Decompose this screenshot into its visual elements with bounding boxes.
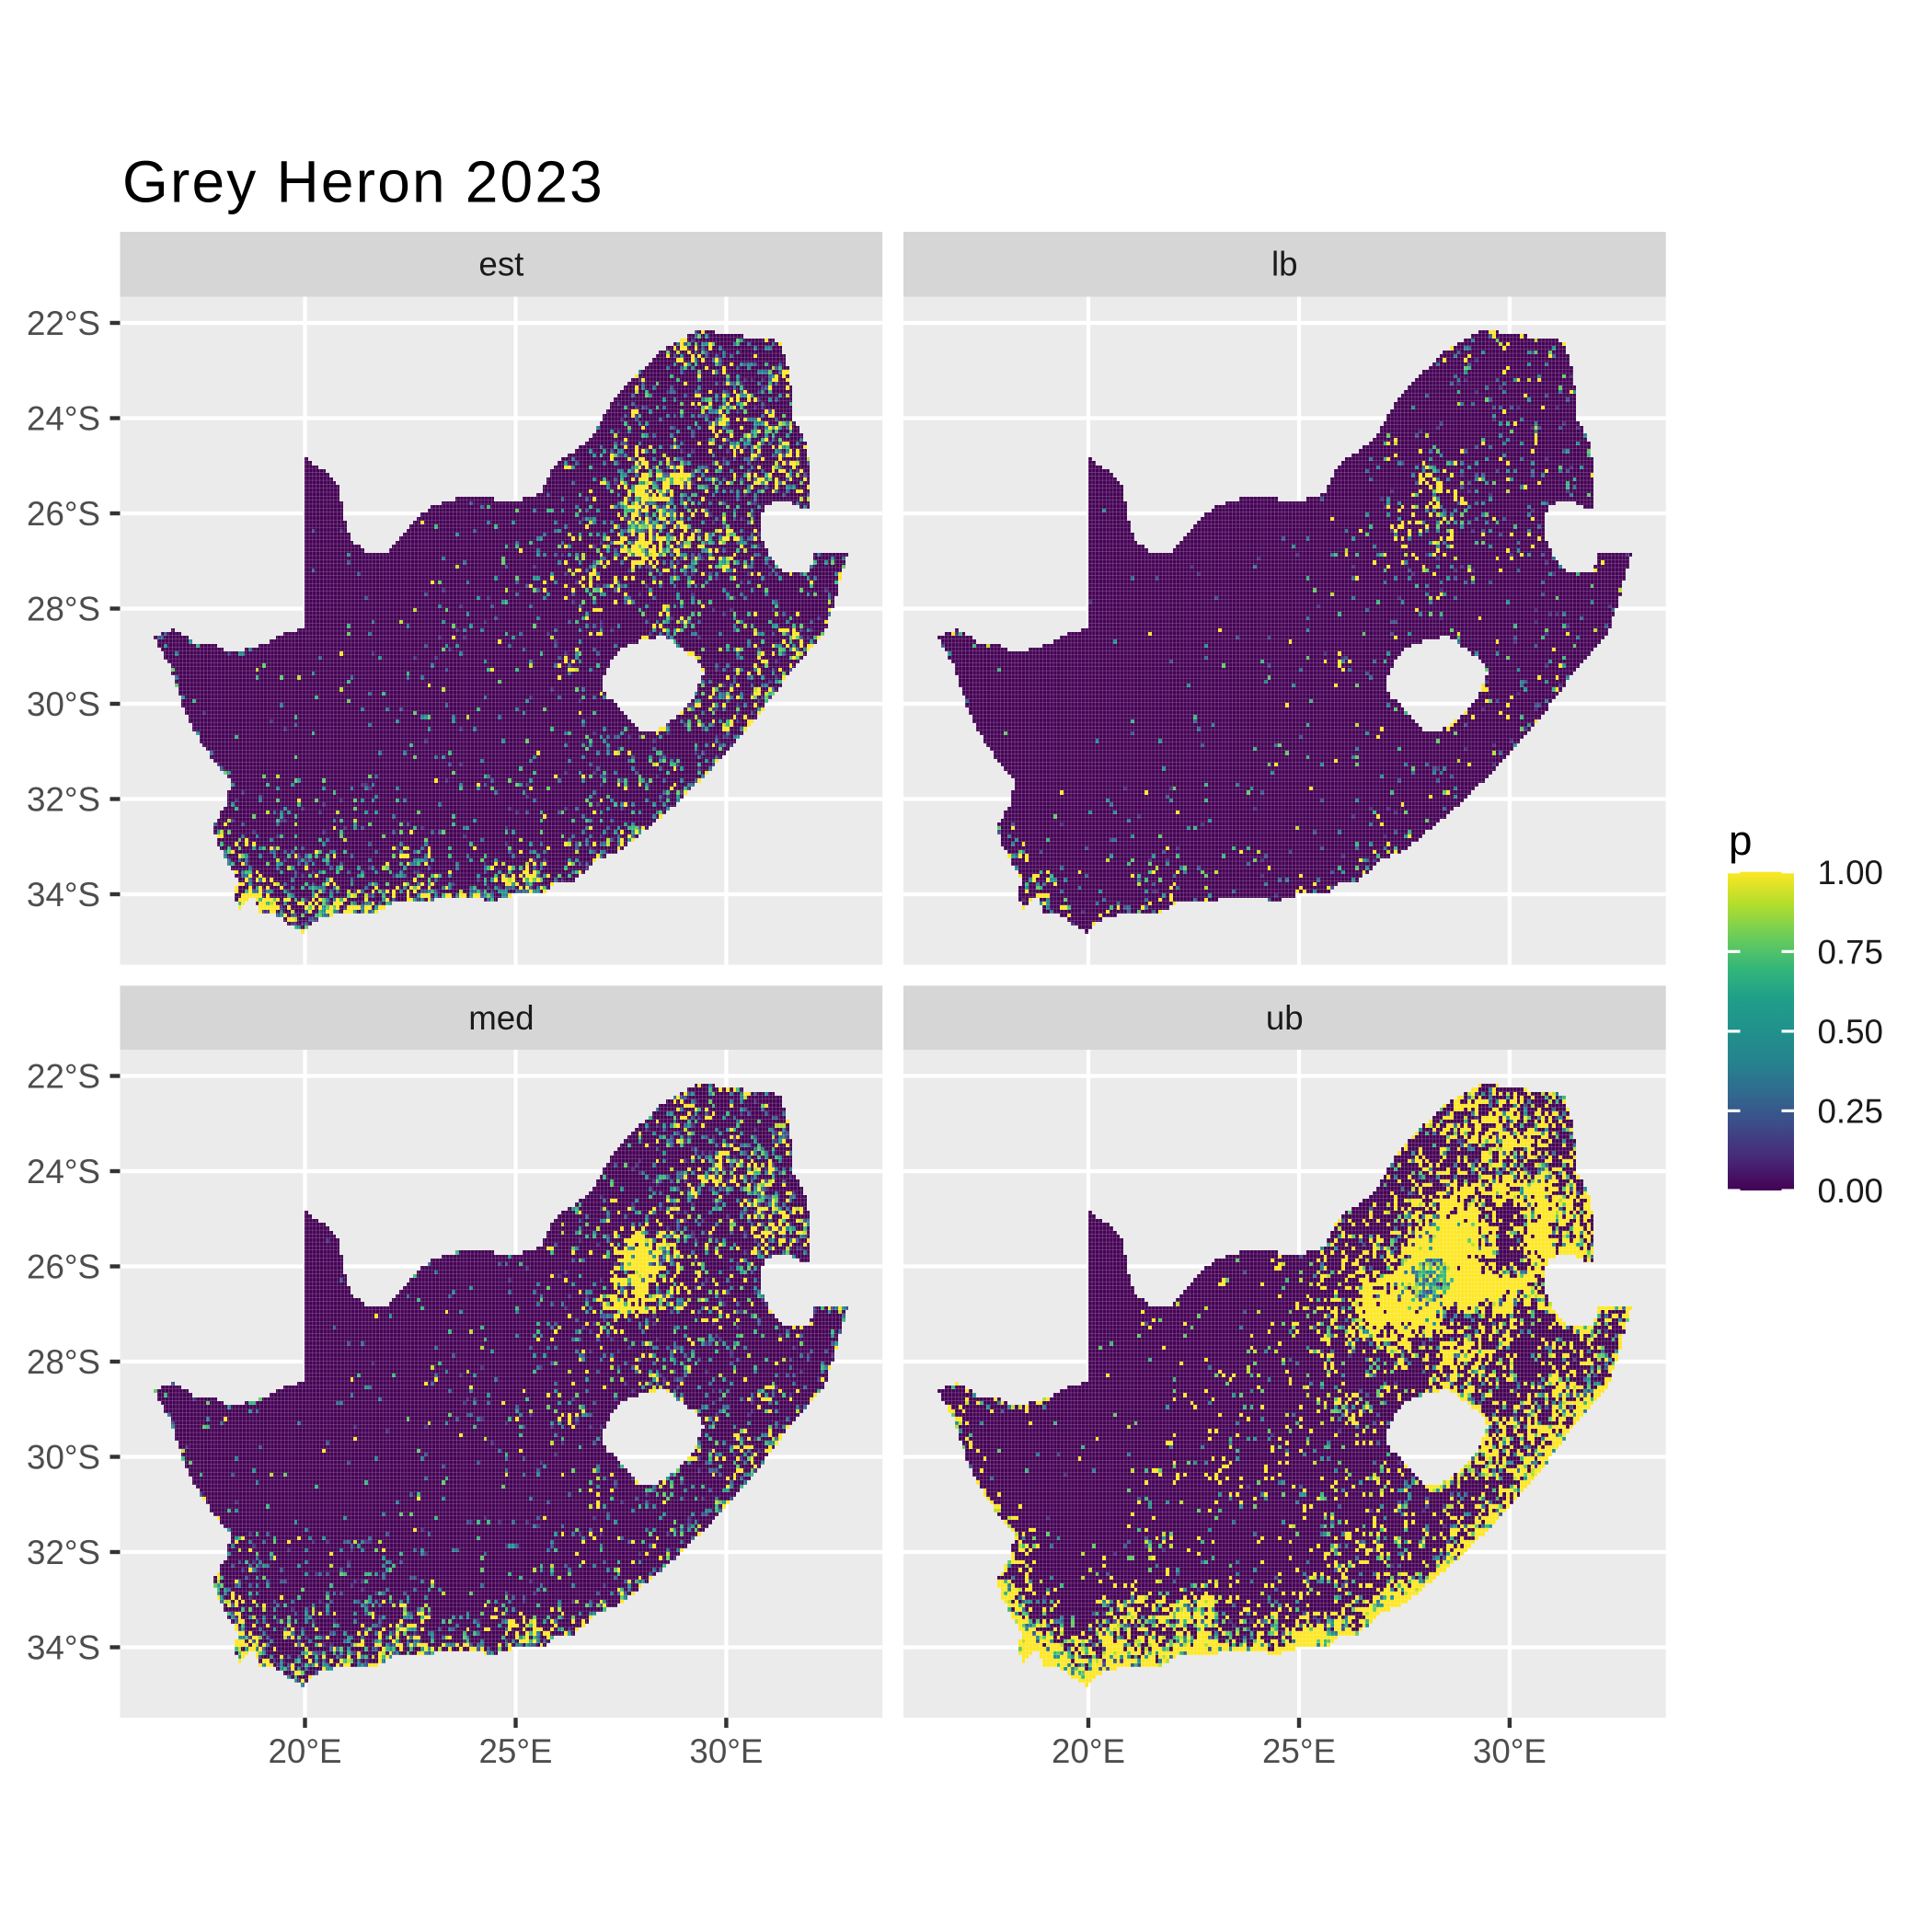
svg-text:26°S: 26°S [27, 495, 100, 533]
svg-text:30°E: 30°E [1473, 1732, 1547, 1770]
svg-text:34°S: 34°S [27, 1629, 100, 1667]
svg-text:26°S: 26°S [27, 1248, 100, 1286]
svg-text:0.00: 0.00 [1818, 1172, 1883, 1210]
svg-text:32°S: 32°S [27, 1534, 100, 1571]
svg-text:34°S: 34°S [27, 876, 100, 914]
svg-text:Grey Heron 2023: Grey Heron 2023 [122, 149, 604, 215]
svg-text:24°S: 24°S [27, 1153, 100, 1190]
svg-text:20°E: 20°E [269, 1732, 342, 1770]
svg-text:28°S: 28°S [27, 1343, 100, 1381]
svg-text:est: est [478, 246, 523, 283]
svg-text:med: med [468, 999, 534, 1037]
svg-text:30°S: 30°S [27, 1439, 100, 1477]
svg-text:0.75: 0.75 [1818, 934, 1883, 972]
svg-text:28°S: 28°S [27, 591, 100, 628]
svg-text:p: p [1729, 817, 1752, 864]
svg-text:30°S: 30°S [27, 685, 100, 723]
svg-text:22°S: 22°S [27, 1058, 100, 1096]
svg-text:24°S: 24°S [27, 400, 100, 438]
svg-text:20°E: 20°E [1052, 1732, 1125, 1770]
svg-text:ub: ub [1266, 999, 1304, 1037]
svg-text:lb: lb [1271, 246, 1298, 283]
svg-text:25°E: 25°E [1262, 1732, 1336, 1770]
svg-text:30°E: 30°E [689, 1732, 763, 1770]
svg-text:32°S: 32°S [27, 781, 100, 819]
svg-text:0.25: 0.25 [1818, 1093, 1883, 1131]
svg-text:1.00: 1.00 [1818, 854, 1883, 891]
svg-text:22°S: 22°S [27, 305, 100, 342]
svg-text:25°E: 25°E [479, 1732, 553, 1770]
svg-text:0.50: 0.50 [1818, 1013, 1883, 1051]
